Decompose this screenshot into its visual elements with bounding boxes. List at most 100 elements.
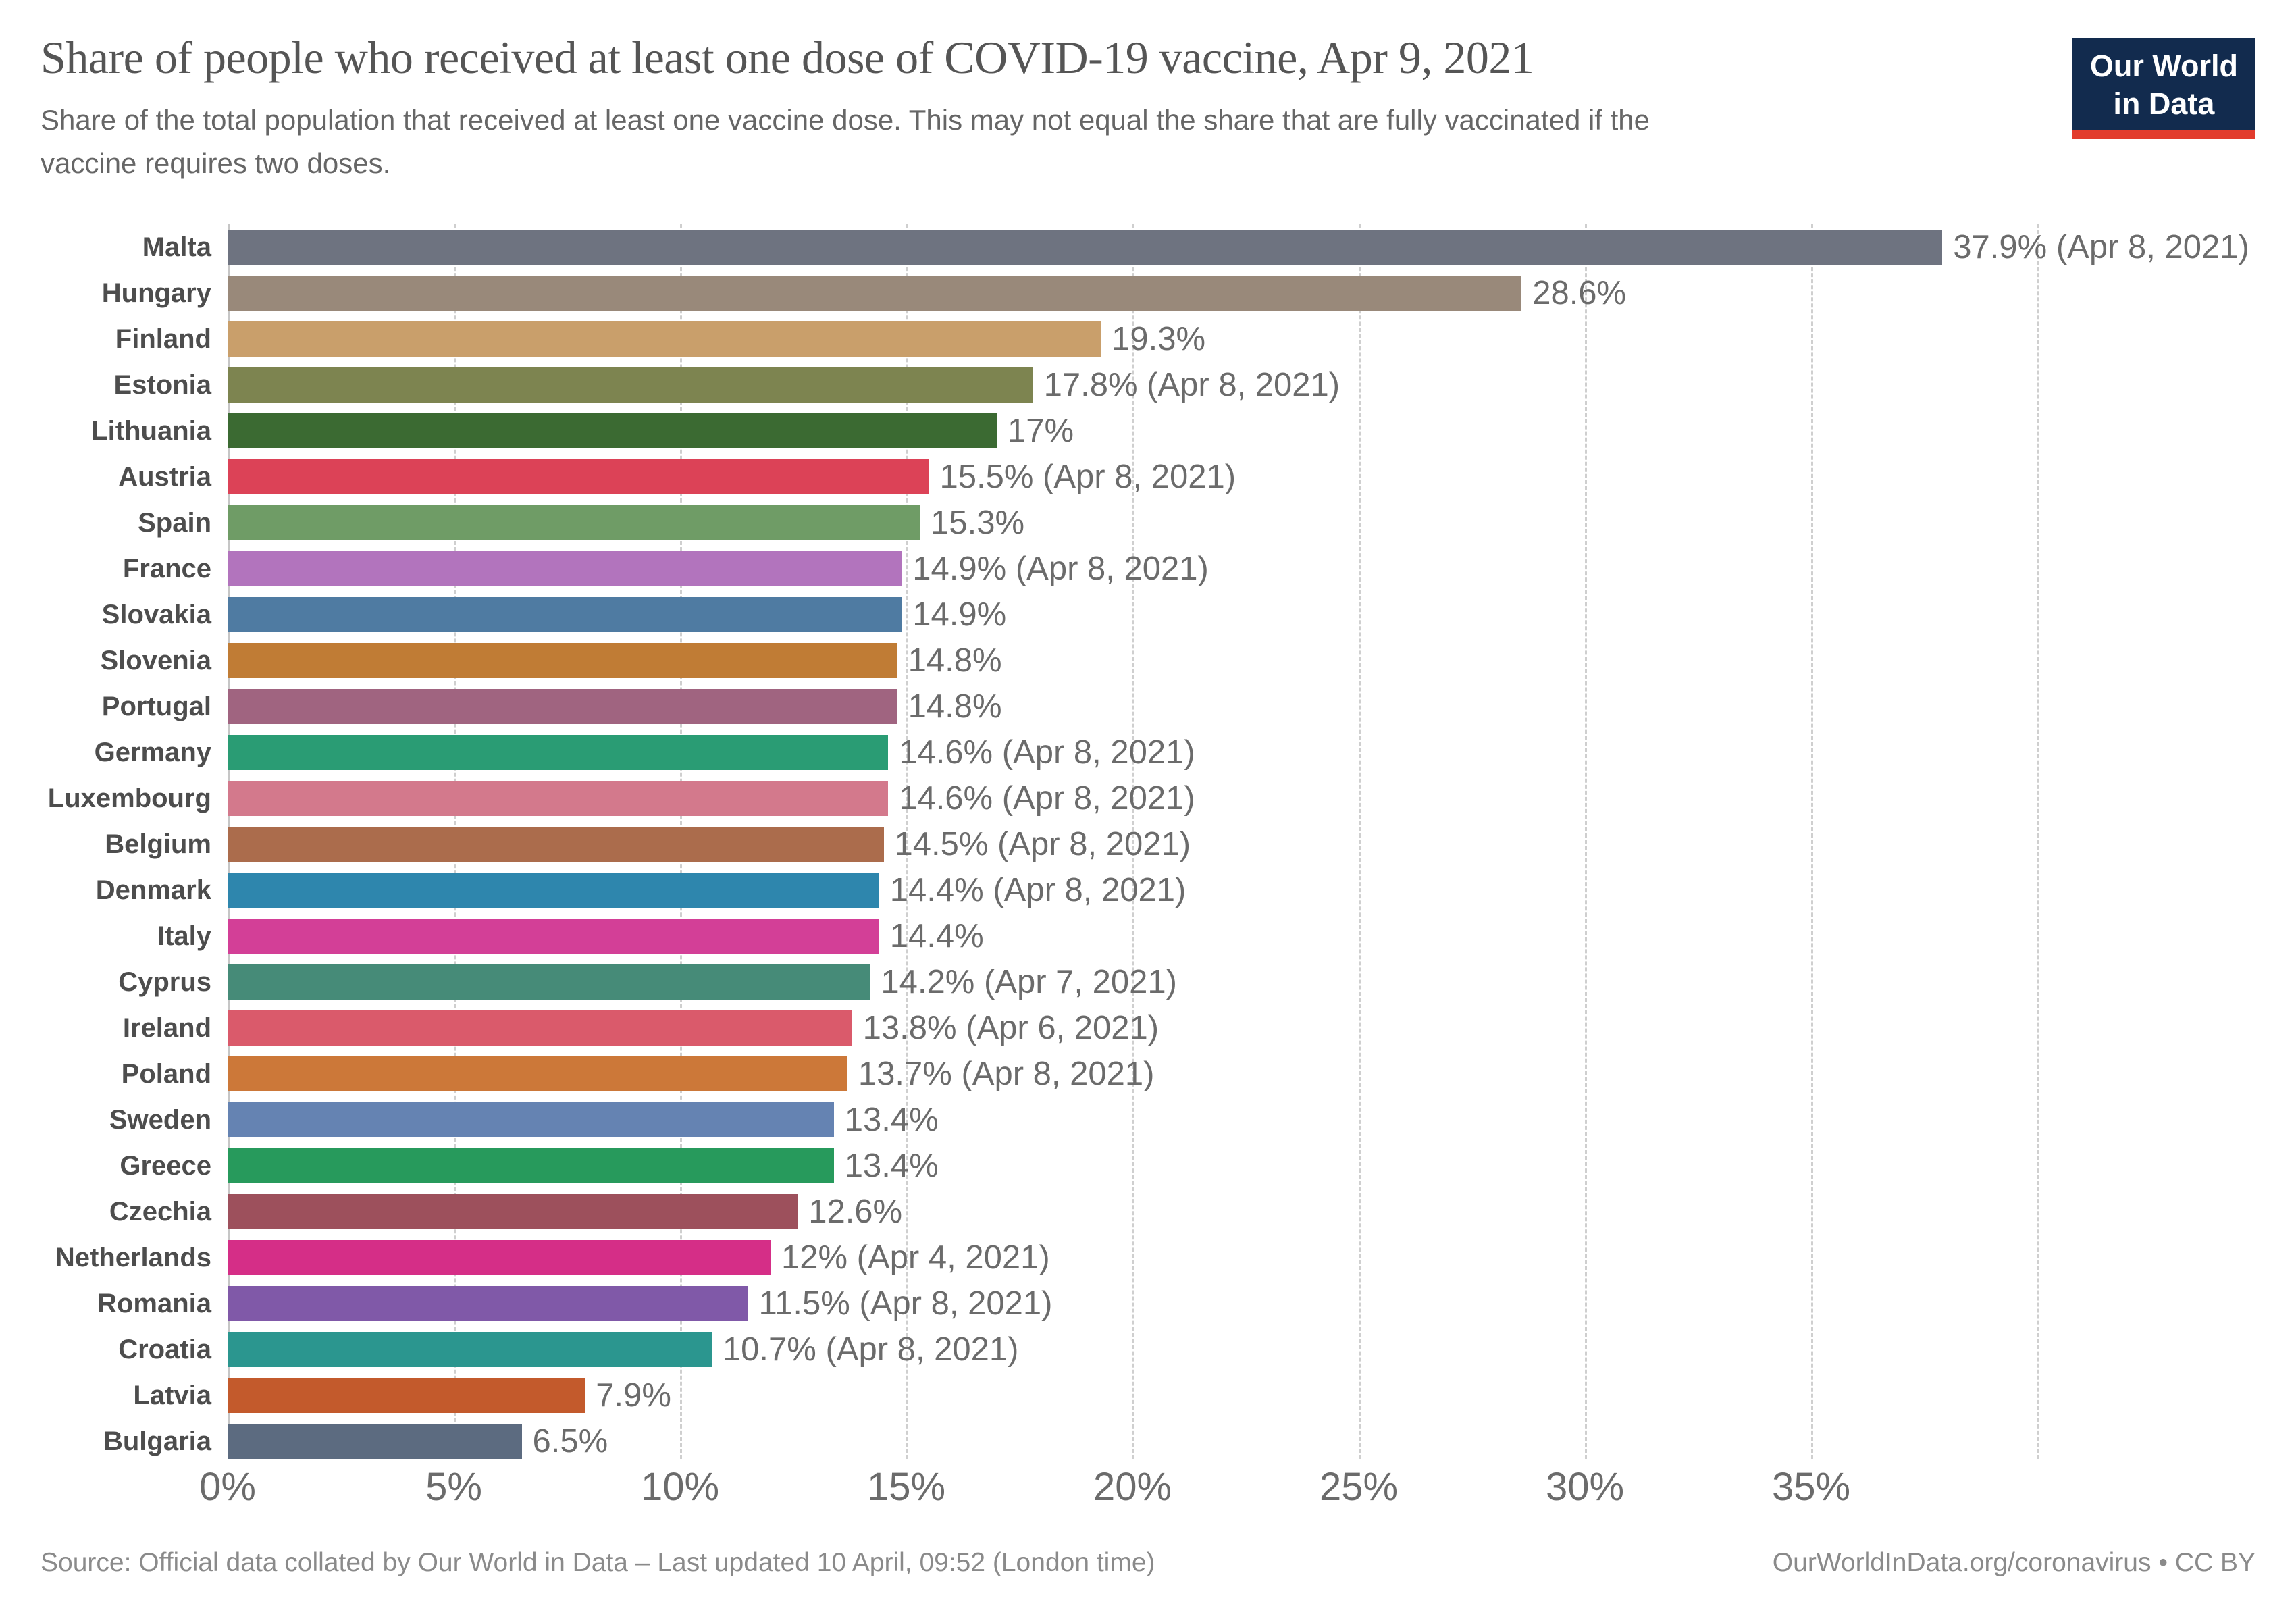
bar-track: 14.4% (Apr 8, 2021) [228,872,2255,908]
bar-spain[interactable] [228,505,920,540]
country-label-italy: Italy [157,921,211,951]
bar-croatia[interactable] [228,1332,712,1367]
chart-subtitle-line1: Share of the total population that recei… [41,104,1650,136]
country-label-romania: Romania [97,1288,211,1318]
bar-track: 15.3% [228,505,2255,541]
bar-row-bulgaria: Bulgaria 6.5% [0,1418,2255,1464]
bar-row-estonia: Estonia 17.8% (Apr 8, 2021) [0,362,2255,408]
country-label-sweden: Sweden [109,1104,211,1135]
bar-slovakia[interactable] [228,597,902,632]
bar-row-romania: Romania 11.5% (Apr 8, 2021) [0,1281,2255,1327]
value-label-italy: 14.4% [889,918,984,954]
bar-track: 14.6% (Apr 8, 2021) [228,734,2255,771]
gridline-30pct [1585,224,1587,1459]
bar-finland[interactable] [228,321,1101,357]
bar-row-latvia: Latvia 7.9% [0,1372,2255,1418]
bar-bulgaria[interactable] [228,1424,522,1459]
bar-poland[interactable] [228,1056,847,1091]
bar-row-poland: Poland 13.7% (Apr 8, 2021) [0,1051,2255,1097]
bar-hungary[interactable] [228,276,1522,311]
value-label-germany: 14.6% (Apr 8, 2021) [899,734,1195,771]
bar-track: 15.5% (Apr 8, 2021) [228,459,2255,495]
bar-portugal[interactable] [228,689,897,724]
country-label-greece: Greece [120,1150,211,1181]
page-title: Share of people who received at least on… [41,32,1534,83]
bar-rows: Malta 37.9% (Apr 8, 2021) Hungary 28.6% Finl… [0,224,2255,1464]
footer: Source: Official data collated by Our Wo… [41,1548,2255,1578]
value-label-slovakia: 14.9% [912,596,1007,633]
value-label-finland: 19.3% [1112,321,1206,357]
bar-track: 12% (Apr 4, 2021) [228,1239,2255,1276]
bar-czechia[interactable] [228,1194,798,1229]
bar-austria[interactable] [228,459,929,494]
bar-malta[interactable] [228,230,1943,265]
bar-ireland[interactable] [228,1010,852,1046]
value-label-romania: 11.5% (Apr 8, 2021) [758,1285,1053,1322]
bar-lithuania[interactable] [228,413,997,448]
bar-romania[interactable] [228,1286,748,1321]
country-label-croatia: Croatia [118,1334,211,1364]
bar-belgium[interactable] [228,827,884,862]
bar-row-austria: Austria 15.5% (Apr 8, 2021) [0,454,2255,500]
value-label-belgium: 14.5% (Apr 8, 2021) [894,826,1191,863]
country-label-denmark: Denmark [95,875,211,905]
x-tick-10%: 10% [640,1465,720,1509]
bar-row-france: France 14.9% (Apr 8, 2021) [0,546,2255,592]
credit-link[interactable]: OurWorldInData.org/coronavirus • CC BY [1772,1548,2255,1577]
bar-row-malta: Malta 37.9% (Apr 8, 2021) [0,224,2255,270]
bar-estonia[interactable] [228,367,1033,403]
bar-track: 14.8% [228,642,2255,679]
bar-track: 13.7% (Apr 8, 2021) [228,1056,2255,1092]
bar-luxembourg[interactable] [228,781,889,816]
bar-track: 10.7% (Apr 8, 2021) [228,1331,2255,1368]
country-label-czechia: Czechia [109,1196,211,1227]
bar-row-portugal: Portugal 14.8% [0,684,2255,729]
country-label-lithuania: Lithuania [91,415,211,446]
bar-track: 12.6% [228,1193,2255,1230]
bar-track: 14.4% [228,918,2255,954]
bar-track: 17% [228,413,2255,449]
bar-germany[interactable] [228,735,889,770]
bar-row-luxembourg: Luxembourg 14.6% (Apr 8, 2021) [0,775,2255,821]
country-label-cyprus: Cyprus [118,967,211,997]
bar-row-ireland: Ireland 13.8% (Apr 6, 2021) [0,1005,2255,1051]
value-label-lithuania: 17% [1008,413,1074,449]
bar-denmark[interactable] [228,873,879,908]
x-tick-25%: 25% [1319,1465,1399,1509]
bar-row-spain: Spain 15.3% [0,500,2255,546]
bar-row-czechia: Czechia 12.6% [0,1189,2255,1235]
bar-france[interactable] [228,551,902,586]
bar-latvia[interactable] [228,1378,585,1413]
bar-track: 14.8% [228,688,2255,725]
value-label-denmark: 14.4% (Apr 8, 2021) [889,872,1186,908]
bar-slovenia[interactable] [228,643,897,678]
owid-logo[interactable]: Our World in Data [2072,38,2255,139]
bar-track: 6.5% [228,1423,2255,1460]
value-label-slovenia: 14.8% [908,642,1002,679]
country-label-malta: Malta [142,232,211,262]
x-tick-20%: 20% [1093,1465,1172,1509]
value-label-bulgaria: 6.5% [532,1423,608,1460]
country-label-hungary: Hungary [101,278,211,308]
bar-track: 14.2% (Apr 7, 2021) [228,964,2255,1000]
country-label-germany: Germany [94,737,211,767]
bar-netherlands[interactable] [228,1240,771,1275]
bar-italy[interactable] [228,919,879,954]
value-label-czechia: 12.6% [808,1193,903,1230]
bar-sweden[interactable] [228,1102,834,1137]
country-label-spain: Spain [138,507,211,538]
value-label-spain: 15.3% [931,505,1025,541]
bar-row-finland: Finland 19.3% [0,316,2255,362]
country-label-poland: Poland [121,1058,211,1089]
value-label-luxembourg: 14.6% (Apr 8, 2021) [899,780,1195,817]
value-label-latvia: 7.9% [596,1377,671,1414]
chart-subtitle: Share of the total population that recei… [41,99,1650,185]
country-label-slovenia: Slovenia [100,645,211,675]
x-tick-0%: 0% [199,1465,256,1509]
bar-cyprus[interactable] [228,964,870,1000]
bar-row-lithuania: Lithuania 17% [0,408,2255,454]
bar-greece[interactable] [228,1148,834,1183]
value-label-france: 14.9% (Apr 8, 2021) [912,550,1209,587]
bar-track: 14.9% (Apr 8, 2021) [228,550,2255,587]
